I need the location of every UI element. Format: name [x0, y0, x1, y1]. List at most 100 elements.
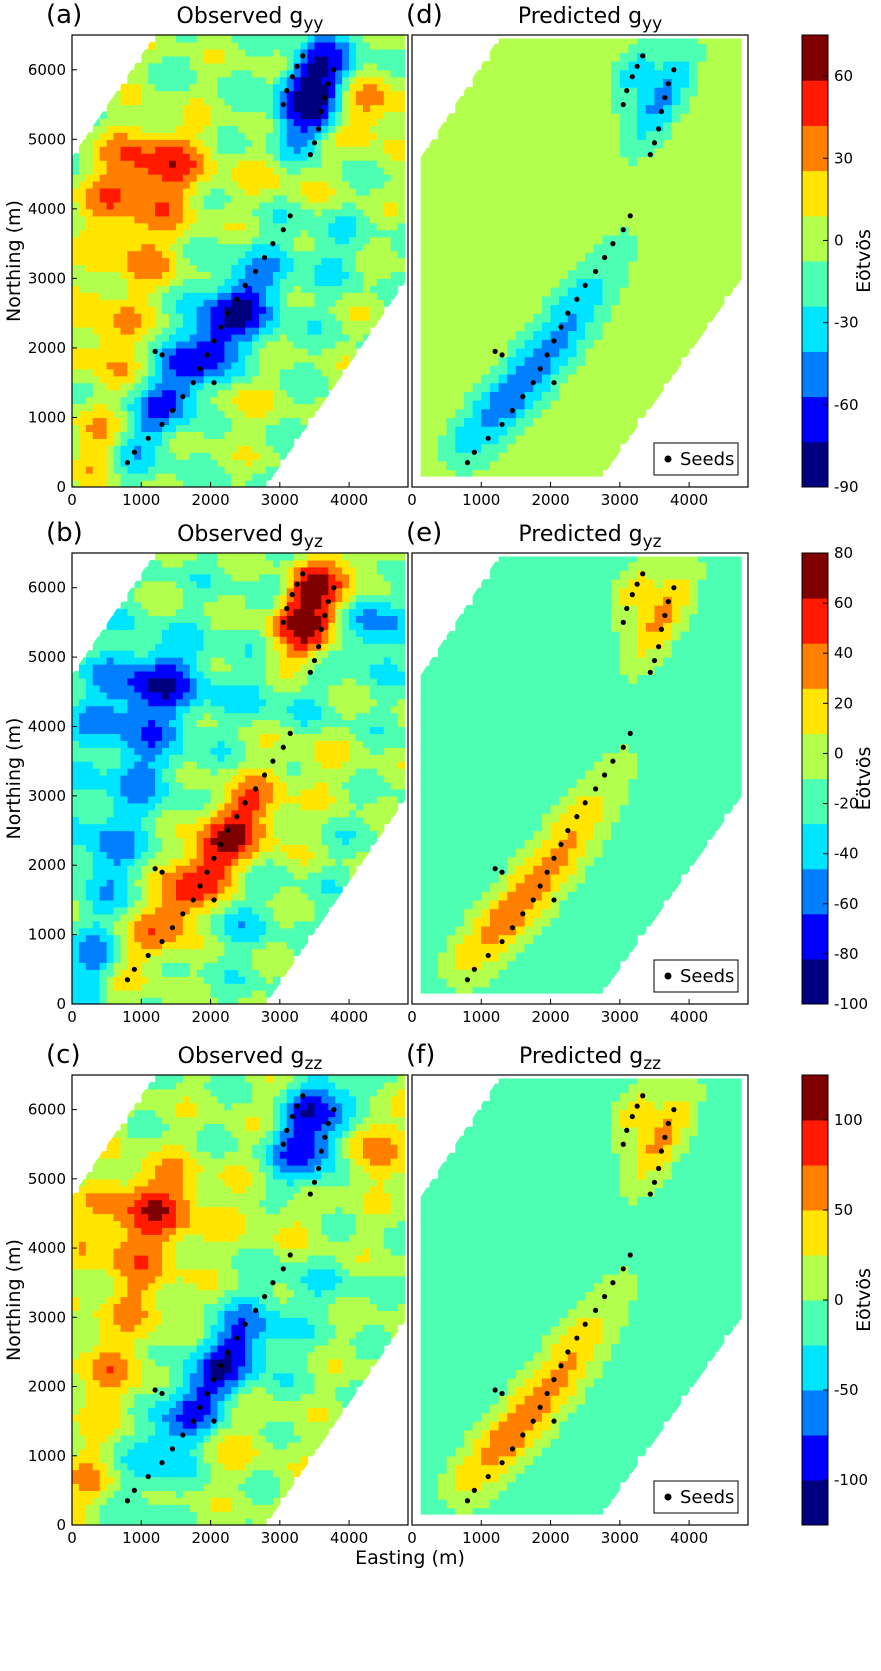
y-tick-label: 3000 [28, 269, 66, 287]
seed-point [270, 1280, 276, 1286]
seed-point [492, 866, 498, 872]
seed-point [289, 592, 295, 598]
seed-point [509, 1446, 516, 1452]
seed-point [316, 644, 322, 650]
colorbar-swatch [802, 1210, 828, 1256]
seed-point [499, 938, 505, 945]
panel-a: 0 1000 2000 3000 4000 0 1000 2000 3000 4000 5000 60… [3, 0, 409, 509]
colorbar-swatch [802, 35, 828, 81]
seed-point [280, 744, 286, 750]
seed-point [190, 1418, 196, 1424]
seed-point [280, 227, 286, 233]
seed-point [300, 571, 306, 577]
seed-point [287, 1252, 293, 1258]
colorbar-tick-label: -60 [834, 396, 859, 414]
colorbar-swatch [802, 778, 828, 825]
seed-point [544, 869, 550, 875]
x-tick-label: 0 [67, 1529, 77, 1547]
seed-point [270, 758, 276, 764]
colorbar-label: Eötvös [853, 229, 875, 293]
x-tick-label: 4000 [670, 1008, 708, 1026]
colorbar-swatch [802, 125, 828, 172]
y-tick-label: 1000 [28, 408, 66, 426]
seed-point [252, 786, 259, 792]
seed-point [530, 897, 536, 903]
colorbar-tick-label: -100 [834, 1471, 868, 1489]
seed-point [464, 1498, 471, 1504]
seed-point [629, 74, 635, 80]
seed-point [159, 938, 165, 945]
axes-frame [411, 1074, 749, 1526]
seed-point [464, 977, 471, 983]
x-tick-label: 2000 [531, 1008, 569, 1026]
colorbar-swatch [802, 598, 828, 644]
y-tick-label: 6000 [28, 1101, 66, 1119]
y-tick-label: 3000 [28, 1308, 66, 1326]
seed-point [331, 585, 337, 591]
seed-point [252, 1307, 259, 1313]
seed-point [574, 814, 580, 820]
legend-label: Seeds [680, 449, 734, 470]
seed-point [225, 827, 231, 834]
seed-point [520, 394, 526, 400]
seed-point [544, 352, 550, 358]
seed-point [651, 140, 658, 146]
seed-point [509, 407, 516, 414]
seed-point [211, 380, 217, 386]
seed-point [520, 911, 526, 917]
colorbar-tick-label: -50 [834, 1381, 859, 1399]
colorbar-tick-label: 30 [834, 149, 853, 167]
x-tick-label: 0 [407, 1008, 417, 1026]
colorbar-tick-label: 50 [834, 1201, 853, 1219]
heatmap-field [72, 553, 406, 1004]
colorbar-swatch [802, 80, 828, 126]
seed-point [624, 88, 630, 94]
y-tick-label: 5000 [28, 130, 66, 148]
seed-point [294, 1103, 300, 1109]
panel-letter: (a) [46, 0, 82, 30]
seed-point [218, 841, 224, 848]
seed-point [322, 612, 328, 619]
seed-point [190, 380, 196, 386]
seed-point [190, 897, 196, 903]
seed-point [620, 744, 626, 750]
colorbar-swatch [802, 351, 828, 398]
seed-point [280, 619, 286, 625]
colorbar-swatch [802, 643, 828, 689]
seed-point [629, 592, 635, 598]
seed-point [627, 730, 633, 737]
seed-point [662, 1134, 668, 1140]
seed-point [284, 88, 290, 94]
seed-point [318, 626, 325, 632]
colorbar-tick-label: -80 [834, 945, 859, 963]
x-tick-label: 2000 [531, 1529, 569, 1547]
seed-point [656, 1165, 662, 1172]
seed-point [551, 380, 557, 386]
panel-b: 0 1000 2000 3000 4000 0 1000 2000 3000 4000 5000 60… [3, 518, 409, 1026]
y-tick-label: 4000 [28, 200, 66, 218]
seed-point [270, 241, 276, 247]
x-tick-label: 1000 [462, 1008, 500, 1026]
colorbar: 60 30 0 -30 -60 -90 Eötvös [801, 34, 875, 496]
colorbar-label: Eötvös [853, 1268, 875, 1332]
x-tick-label: 3000 [601, 1008, 639, 1026]
colorbar-swatch [802, 688, 828, 734]
seed-point [651, 657, 658, 664]
y-tick-label: 0 [56, 478, 66, 496]
seed-point [592, 786, 599, 792]
seed-point [499, 1460, 505, 1466]
seed-point [492, 1387, 498, 1393]
seed-point [124, 460, 131, 466]
colorbar-swatch [802, 1255, 828, 1301]
x-tick-label: 3000 [261, 1529, 299, 1547]
seed-point [647, 1191, 653, 1197]
x-tick-label: 3000 [261, 1008, 299, 1026]
colorbar-swatch [802, 553, 828, 599]
seed-point [640, 571, 646, 577]
colorbar-tick-label: -60 [834, 895, 859, 913]
x-tick-label: 2000 [191, 491, 229, 509]
colorbar-tick-label: 0 [834, 744, 844, 762]
colorbar-swatch [802, 1390, 828, 1436]
seed-point [551, 1377, 557, 1383]
seed-point [671, 585, 677, 591]
